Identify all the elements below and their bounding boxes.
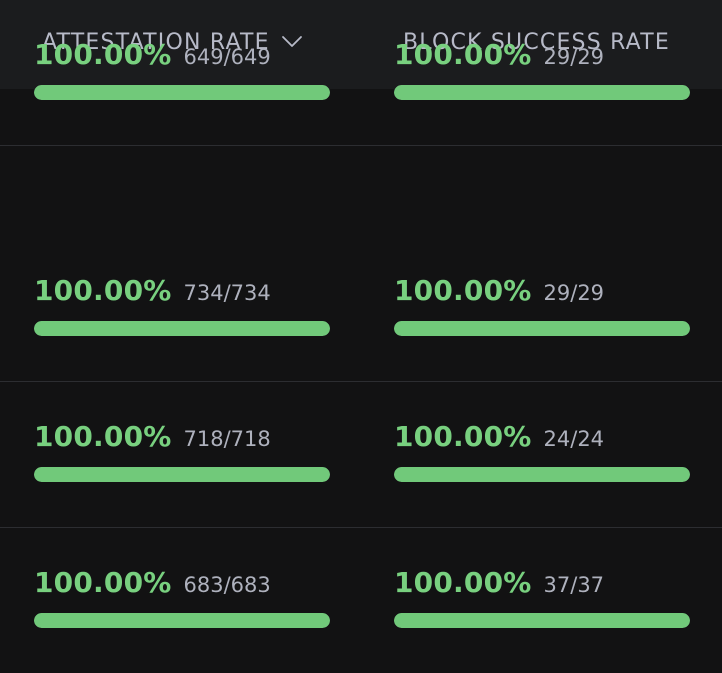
table-row: 100.00% 649/649 100.00% 29/29 <box>0 0 722 146</box>
block-success-progress-fill <box>394 613 690 628</box>
block-success-rate-cell: 100.00% 29/29 <box>394 38 690 100</box>
table-row: 100.00% 734/734 100.00% 29/29 <box>0 236 722 382</box>
block-success-progress-bar <box>394 85 690 100</box>
block-success-rate-cell: 100.00% 24/24 <box>394 420 690 482</box>
attestation-rate-cell: 100.00% 718/718 <box>34 420 330 482</box>
attestation-rate-ratio: 734/734 <box>183 281 271 305</box>
attestation-progress-bar <box>34 321 330 336</box>
block-success-rate-column-header[interactable]: BLOCK SUCCESS RATE <box>403 28 670 58</box>
block-success-rate-ratio: 29/29 <box>543 281 605 305</box>
block-success-rate-percent: 100.00% <box>394 274 532 307</box>
attestation-rate-cell: 100.00% 734/734 <box>34 274 330 336</box>
attestation-progress-fill <box>34 85 330 100</box>
attestation-rate-percent: 100.00% <box>34 274 172 307</box>
attestation-rate-ratio: 683/683 <box>183 573 271 597</box>
attestation-rate-header-label: ATTESTATION RATE <box>42 30 270 55</box>
chevron-down-icon[interactable] <box>280 29 304 53</box>
block-success-progress-bar <box>394 467 690 482</box>
attestation-rate-ratio: 649/649 <box>183 45 271 69</box>
block-success-rate-ratio: 24/24 <box>543 427 605 451</box>
block-success-rate-ratio: 29/29 <box>543 45 605 69</box>
table-row: 100.00% 718/718 100.00% 24/24 <box>0 382 722 528</box>
attestation-rate-cell: 100.00% 649/649 <box>34 38 330 100</box>
block-success-rate-cell: 100.00% 29/29 <box>394 274 690 336</box>
block-success-progress-fill <box>394 467 690 482</box>
attestation-progress-bar <box>34 467 330 482</box>
attestation-progress-fill <box>34 467 330 482</box>
attestation-progress-fill <box>34 321 330 336</box>
attestation-progress-fill <box>34 613 330 628</box>
attestation-rate-cell: 100.00% 683/683 <box>34 566 330 628</box>
attestation-rate-column-header[interactable]: ATTESTATION RATE <box>42 28 304 58</box>
block-success-progress-fill <box>394 85 690 100</box>
attestation-progress-bar <box>34 613 330 628</box>
block-success-rate-percent: 100.00% <box>394 420 532 453</box>
block-success-rate-cell: 100.00% 37/37 <box>394 566 690 628</box>
attestation-rate-percent: 100.00% <box>34 420 172 453</box>
table-header: ATTESTATION RATE BLOCK SUCCESS RATE <box>0 0 722 89</box>
block-success-progress-fill <box>394 321 690 336</box>
block-success-progress-bar <box>394 321 690 336</box>
attestation-rate-percent: 100.00% <box>34 566 172 599</box>
block-success-progress-bar <box>394 613 690 628</box>
attestation-rate-percent: 100.00% <box>34 38 172 71</box>
block-success-rate-percent: 100.00% <box>394 38 532 71</box>
block-success-rate-header-label: BLOCK SUCCESS RATE <box>403 30 670 55</box>
attestation-rate-ratio: 718/718 <box>183 427 271 451</box>
table-row: 100.00% 683/683 100.00% 37/37 <box>0 528 722 673</box>
block-success-rate-ratio: 37/37 <box>543 573 605 597</box>
block-success-rate-percent: 100.00% <box>394 566 532 599</box>
attestation-progress-bar <box>34 85 330 100</box>
